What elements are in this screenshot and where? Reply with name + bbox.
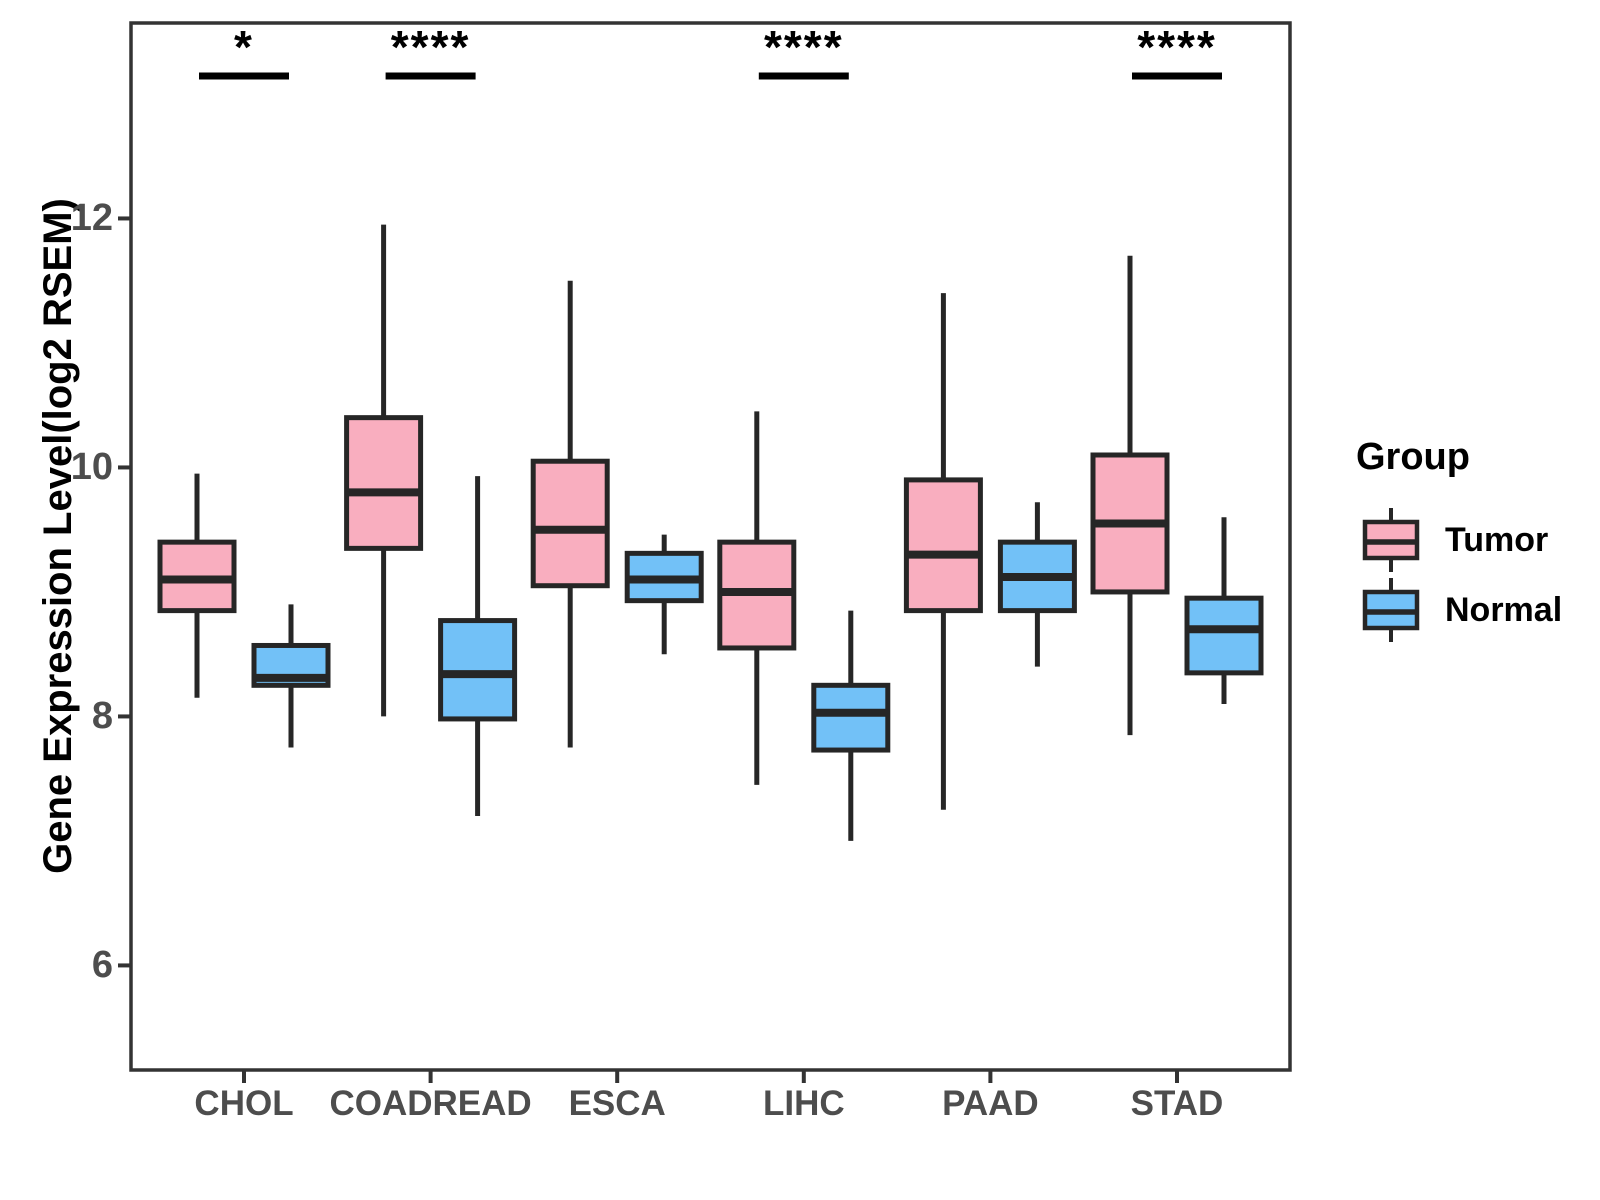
significance-stars: **** xyxy=(390,21,471,73)
legend-item-tumor: Tumor xyxy=(1356,506,1548,574)
significance-stars: **** xyxy=(1137,21,1217,73)
x-category-label: COADREAD xyxy=(329,1084,532,1123)
y-axis-title: Gene Expression Level(log2 RSEM) xyxy=(36,198,80,874)
box-tumor-coadread xyxy=(344,415,424,551)
x-category-label: ESCA xyxy=(568,1084,666,1123)
y-tick-label: 10 xyxy=(70,446,113,489)
x-category-label: PAAD xyxy=(942,1084,1039,1123)
x-category-label: LIHC xyxy=(762,1084,845,1123)
box-tumor-paad xyxy=(903,477,983,614)
box-normal-coadread xyxy=(438,618,518,722)
x-category-label: STAD xyxy=(1130,1084,1224,1123)
box-normal-stad xyxy=(1184,595,1264,676)
box-normal-lihc xyxy=(811,682,891,753)
box-tumor-esca xyxy=(530,458,610,589)
y-tick-label: 6 xyxy=(91,944,113,987)
significance-stars: * xyxy=(234,21,254,73)
y-tick-label: 12 xyxy=(70,197,113,240)
normal-boxplot-glyph-icon xyxy=(1362,578,1420,642)
tumor-boxplot-glyph-icon xyxy=(1362,508,1420,572)
legend-label-tumor: Tumor xyxy=(1445,520,1549,559)
panel-border xyxy=(129,21,1292,1072)
significance-stars: **** xyxy=(763,21,844,73)
x-category-label: CHOL xyxy=(194,1084,294,1123)
legend-title: Group xyxy=(1356,436,1470,478)
legend-item-normal: Normal xyxy=(1356,576,1562,644)
legend-label-normal: Normal xyxy=(1445,590,1563,629)
y-tick-label: 8 xyxy=(91,695,113,738)
